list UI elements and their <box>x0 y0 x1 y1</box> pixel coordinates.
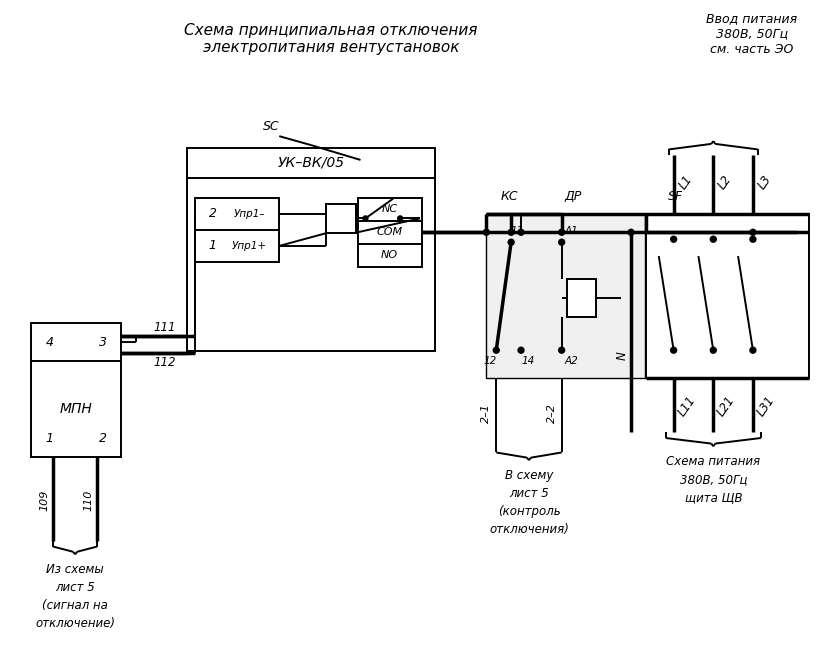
Text: N: N <box>616 351 628 360</box>
Circle shape <box>363 216 368 221</box>
Text: Схема принципиальная отключения
электропитания вентустановок: Схема принципиальная отключения электроп… <box>184 23 478 55</box>
Text: 2–2: 2–2 <box>547 403 557 422</box>
Text: 1: 1 <box>46 432 53 445</box>
Bar <box>567 279 597 317</box>
Text: COM: COM <box>376 227 403 237</box>
Text: МПН: МПН <box>60 402 92 416</box>
Text: SC: SC <box>263 120 279 133</box>
Bar <box>646 214 809 378</box>
Circle shape <box>750 347 756 353</box>
Text: Схема питания
380В, 50Гц
щита ЩВ: Схема питания 380В, 50Гц щита ЩВ <box>666 455 760 504</box>
Circle shape <box>628 229 634 235</box>
Bar <box>486 214 645 378</box>
Text: 111: 111 <box>153 321 175 334</box>
Text: L2: L2 <box>715 174 735 192</box>
Text: 1: 1 <box>209 239 217 252</box>
Text: NO: NO <box>381 250 398 261</box>
Bar <box>326 203 356 233</box>
Text: L3: L3 <box>755 174 774 192</box>
Text: NC: NC <box>381 204 398 214</box>
Circle shape <box>558 229 564 235</box>
Circle shape <box>671 347 676 353</box>
Text: 12: 12 <box>484 356 497 366</box>
Circle shape <box>558 347 564 353</box>
Text: 2: 2 <box>209 207 217 220</box>
Text: 109: 109 <box>39 489 49 510</box>
Circle shape <box>558 239 564 245</box>
Text: ДР: ДР <box>565 190 583 203</box>
Bar <box>195 198 279 262</box>
Text: A1: A1 <box>565 226 578 237</box>
Text: КС: КС <box>500 190 518 203</box>
Circle shape <box>398 216 402 221</box>
Text: 110: 110 <box>83 489 93 510</box>
Circle shape <box>508 239 514 245</box>
Text: 11: 11 <box>510 226 524 237</box>
Circle shape <box>484 229 489 235</box>
Circle shape <box>711 236 716 242</box>
Circle shape <box>711 347 716 353</box>
Circle shape <box>508 229 514 235</box>
Text: A2: A2 <box>565 356 578 366</box>
Circle shape <box>518 347 524 353</box>
Circle shape <box>750 236 756 242</box>
Circle shape <box>494 347 499 353</box>
Text: SF: SF <box>668 190 683 203</box>
Bar <box>357 198 422 267</box>
Text: Ввод питания
380В, 50Гц
см. часть ЭО: Ввод питания 380В, 50Гц см. часть ЭО <box>706 12 798 56</box>
Text: L21: L21 <box>715 393 738 418</box>
Text: УК–ВК/05: УК–ВК/05 <box>278 156 345 170</box>
Text: 3: 3 <box>99 336 107 349</box>
Text: 2–1: 2–1 <box>481 403 491 422</box>
Text: L1: L1 <box>676 174 695 192</box>
Text: 4: 4 <box>46 336 53 349</box>
Circle shape <box>518 229 524 235</box>
Circle shape <box>750 229 756 235</box>
Bar <box>187 148 435 351</box>
Circle shape <box>671 236 676 242</box>
Text: Упр1+: Упр1+ <box>232 241 267 251</box>
Text: Упр1–: Упр1– <box>234 209 265 218</box>
Text: 14: 14 <box>521 356 534 366</box>
Text: L31: L31 <box>755 393 777 418</box>
Text: В схему
лист 5
(контроль
отключения): В схему лист 5 (контроль отключения) <box>489 469 569 536</box>
Text: Из схемы
лист 5
(сигнал на
отключение): Из схемы лист 5 (сигнал на отключение) <box>35 564 116 630</box>
Text: L11: L11 <box>675 393 698 418</box>
Text: 112: 112 <box>153 356 175 369</box>
Bar <box>32 324 120 457</box>
Text: 2: 2 <box>99 432 107 445</box>
